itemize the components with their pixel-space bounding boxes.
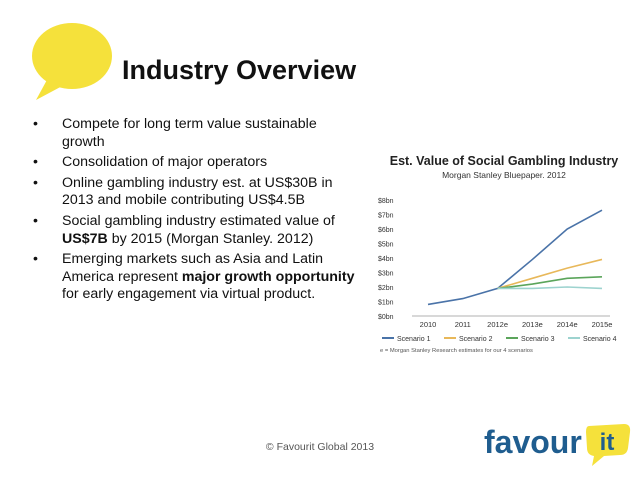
y-tick-label: $6bn: [378, 227, 394, 234]
bullet-emphasis: major growth opportunity: [181, 268, 355, 285]
bullet-text: Consolidation of major operators: [62, 154, 268, 171]
y-tick-label: $8bn: [378, 198, 394, 205]
y-tick-label: $7bn: [378, 213, 394, 220]
series-line-scenario-4: [497, 286, 603, 290]
y-tick-label: $0bn: [378, 314, 394, 321]
y-tick-label: $3bn: [378, 271, 394, 278]
bullet-text: Compete for long term value sustainable …: [62, 116, 317, 150]
bullet-item: Online gambling industry est. at US$30B …: [33, 175, 355, 210]
logo-wordmark: favour: [484, 424, 582, 460]
chart-title: Est. Value of Social Gambling Industry: [389, 154, 619, 168]
series-line-scenario-1: [427, 209, 603, 306]
bullet-item: Compete for long term value sustainable …: [33, 116, 355, 151]
line-chart: $0bn $1bn $2bn $3bn $4bn $5bn $6bn $7bn $8bn 2010…: [378, 198, 617, 354]
logo-badge-text: it: [600, 429, 615, 456]
bullet-text: by 2015 (Morgan Stanley. 2012): [107, 230, 314, 247]
x-tick-label: 2014e: [557, 320, 578, 329]
bullet-item: Emerging markets such as Asia and Latin …: [33, 251, 355, 304]
bullet-list: Compete for long term value sustainable …: [33, 116, 355, 307]
bullet-text: Social gambling industry estimated value…: [62, 212, 335, 229]
y-tick-label: $2bn: [378, 285, 394, 292]
footer-copyright: © Favourit Global 2013: [265, 441, 375, 453]
bullet-emphasis: US$7B: [62, 230, 108, 247]
bullet-text: Emerging markets such as Asia and Latin …: [62, 251, 324, 285]
y-tick-label: $5bn: [378, 242, 394, 249]
x-tick-label: 2015e: [592, 320, 613, 329]
series-line-scenario-2: [497, 258, 603, 290]
bullet-item: Consolidation of major operators: [33, 154, 355, 172]
page-title: Industry Overview: [122, 55, 357, 85]
x-tick-label: 2012e: [487, 320, 508, 329]
legend-label: Scenario 2: [459, 336, 493, 343]
legend-label: Scenario 4: [583, 336, 617, 343]
x-tick-label: 2010: [420, 320, 437, 329]
x-tick-label: 2011: [455, 320, 471, 329]
y-tick-label: $4bn: [378, 256, 394, 263]
chart-note: e = Morgan Stanley Research estimates fo…: [380, 348, 533, 354]
bullet-text: Online gambling industry est. at US$30B …: [62, 174, 333, 209]
series-line-scenario-3: [497, 276, 603, 290]
speech-bubble-icon: [32, 23, 112, 100]
bullet-item: Social gambling industry estimated value…: [33, 213, 355, 248]
favourit-logo: favour it: [484, 424, 631, 466]
legend-label: Scenario 1: [397, 336, 431, 343]
y-tick-label: $1bn: [378, 300, 394, 307]
bullet-text: for early engagement via virtual product…: [62, 286, 316, 303]
legend-label: Scenario 3: [521, 336, 555, 343]
x-tick-label: 2013e: [522, 320, 543, 329]
chart-subtitle: Morgan Stanley Bluepaper. 2012: [442, 170, 566, 180]
